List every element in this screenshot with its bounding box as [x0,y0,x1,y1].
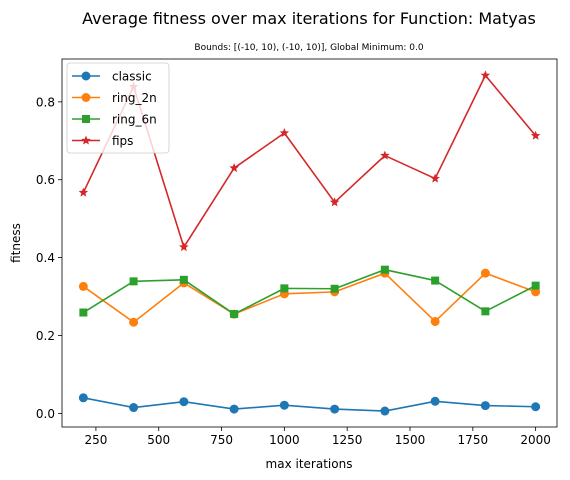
data-point-ring-6n [481,307,490,316]
x-tick-label: 1250 [332,433,363,447]
data-point-fips [229,163,239,173]
data-point-fips [329,197,340,207]
y-tick-label: 0.6 [36,173,55,187]
data-point-ring-6n [129,277,138,286]
plot-area: 250 500 750 1000 1250 1500 1750 2000 0.0 0.2 0.4 0.… [36,58,558,447]
data-point-fips [480,70,491,80]
legend-marker-ring-2n [81,93,91,102]
data-point-ring-6n [280,284,289,293]
series-ring-6n [79,265,540,319]
data-point-ring-6n [431,276,440,285]
data-point-classic [531,402,541,412]
series-ring-2n [78,268,541,327]
data-point-ring-6n [79,308,88,317]
x-tick-label: 2000 [520,433,551,447]
data-point-fips [530,130,541,140]
data-point-ring-6n [380,265,389,274]
legend-item-ring-2n: ring_2n [72,91,157,105]
data-point-classic [129,403,139,413]
data-point-classic [229,404,239,414]
x-tick-label: 1000 [269,433,300,447]
series-fips [78,70,541,252]
x-tick-label: 750 [210,433,233,447]
data-point-ring-2n [430,316,440,326]
data-point-classic [330,404,340,414]
legend-item-ring-6n: ring_6n [72,113,157,127]
series-line-classic [83,397,536,412]
legend-label-classic: classic [112,70,152,84]
series-line-fips [82,74,537,248]
legend-item-fips: fips [72,134,133,148]
data-point-classic [179,397,189,407]
x-tick-label: 1750 [458,433,489,447]
legend-label-ring-2n: ring_2n [112,91,157,105]
x-tick-label: 250 [84,433,107,447]
data-point-classic [430,396,440,406]
legend-item-classic: classic [72,70,152,84]
legend-marker-fips [81,135,91,145]
chart-title: Average fitness over max iterations for … [82,9,536,28]
x-tick-label: 500 [147,433,170,447]
data-point-ring-2n [129,317,139,327]
legend-label-fips: fips [112,134,133,148]
data-point-fips [279,127,290,138]
data-point-ring-2n [480,268,490,278]
data-point-classic [480,401,490,411]
y-axis-label: fitness [9,223,23,263]
y-tick-label: 0.4 [36,251,55,265]
data-point-fips [179,242,189,252]
data-point-classic [279,400,289,410]
y-tick-label: 0.2 [36,329,55,343]
x-axis-label: max iterations [266,457,353,471]
series-classic [78,393,541,416]
plot-frame [61,58,558,428]
y-tick-label: 0.0 [36,407,55,421]
data-point-ring-6n [330,284,339,293]
data-point-fips [380,150,390,160]
series-line-ring-6n [82,268,537,315]
legend-marker-ring-6n [82,115,90,123]
data-point-classic [78,393,88,403]
chart-subtitle: Bounds: [(-10, 10), (-10, 10)], Global M… [194,43,423,53]
legend-box [66,62,170,154]
y-tick-label: 0.8 [36,95,55,109]
data-point-ring-2n [78,281,88,291]
legend-label-ring-6n: ring_6n [112,113,157,127]
data-point-classic [380,406,390,416]
data-point-fips [78,187,89,197]
data-point-ring-6n [230,310,239,319]
data-point-ring-6n [179,275,188,284]
data-point-ring-6n [531,281,540,290]
series-line-ring-2n [82,272,536,324]
legend-marker-classic [81,71,91,81]
data-point-fips [430,173,440,183]
x-tick-label: 1500 [395,433,426,447]
